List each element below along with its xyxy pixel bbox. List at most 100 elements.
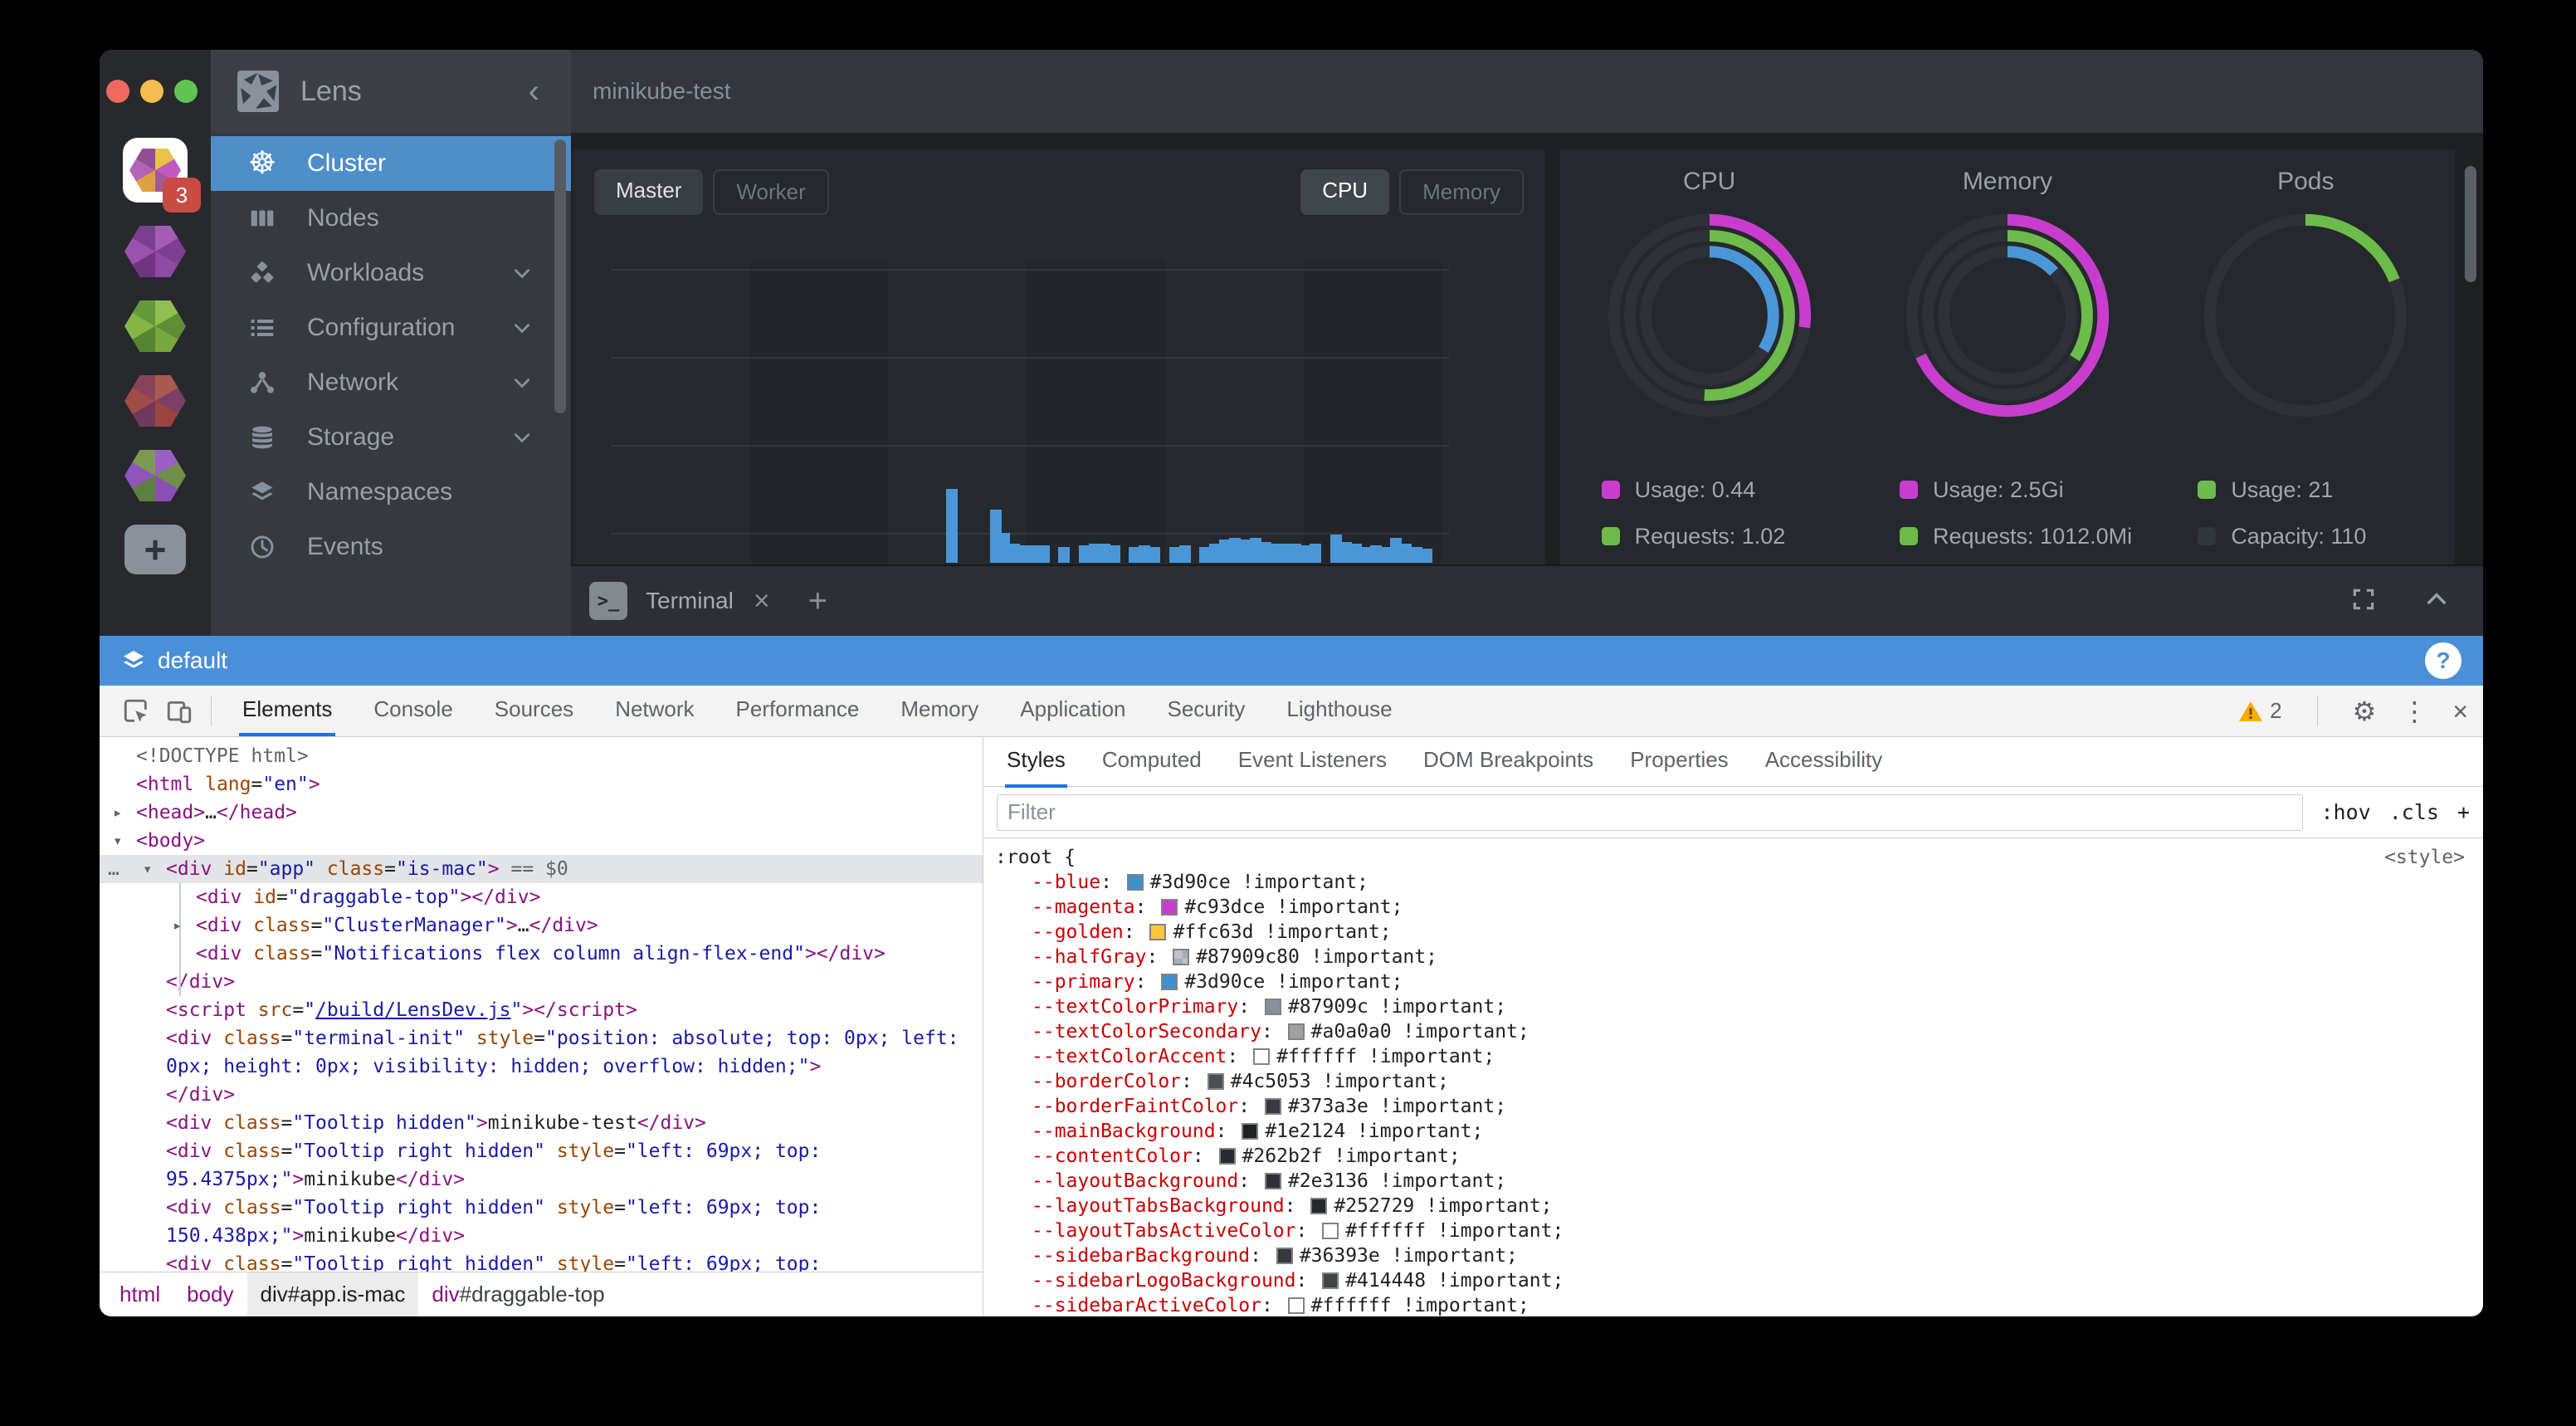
color-swatch[interactable] (1322, 1223, 1339, 1239)
color-swatch[interactable] (1287, 1023, 1305, 1040)
styles-tab-styles[interactable]: Styles (1005, 735, 1067, 788)
color-swatch[interactable] (1161, 899, 1178, 916)
css-declaration[interactable]: --layoutTabsActiveColor: #ffffff !import… (1032, 1220, 1564, 1242)
breadcrumb-item[interactable]: html (106, 1272, 173, 1316)
styles-tab-computed[interactable]: Computed (1101, 747, 1202, 772)
dom-tree-line[interactable]: ▸ <head>…</head> (100, 798, 983, 827)
more-options-icon[interactable]: ⋮ (2401, 696, 2428, 726)
expand-arrow-closed[interactable]: ▸ (113, 803, 123, 822)
cluster-avatar[interactable] (124, 450, 186, 501)
sidebar-item-configuration[interactable]: Configuration (211, 300, 571, 355)
sidebar-collapse-icon[interactable]: ‹ (528, 73, 539, 110)
dom-tree-line[interactable]: <div class="Tooltip right hidden" style=… (100, 1250, 983, 1272)
breadcrumb-item[interactable]: body (173, 1272, 246, 1316)
css-declaration[interactable]: --blue: #3d90ce !important; (1032, 872, 1368, 893)
styles-tab-properties[interactable]: Properties (1630, 747, 1729, 772)
css-declaration[interactable]: --layoutTabsBackground: #252729 !importa… (1032, 1195, 1553, 1217)
master-toggle-button[interactable]: Master (594, 169, 704, 215)
tab-lighthouse[interactable]: Lighthouse (1286, 696, 1393, 721)
worker-toggle-button[interactable]: Worker (713, 169, 829, 215)
dom-tree-line[interactable]: </div> (100, 1081, 983, 1109)
color-swatch[interactable] (1253, 1048, 1271, 1065)
terminal-tab[interactable]: Terminal (646, 588, 734, 613)
css-declaration[interactable]: --sidebarBackground: #36393e !important; (1032, 1245, 1518, 1267)
sidebar-item-cluster[interactable]: ☸ Cluster (211, 136, 571, 191)
styles-tab-dom-breakpoints[interactable]: DOM Breakpoints (1423, 747, 1594, 772)
dom-tree-line[interactable]: ▸ <div class="ClusterManager">…</div> (100, 911, 983, 940)
sidebar-item-workloads[interactable]: Workloads (211, 246, 571, 300)
color-swatch[interactable] (1276, 1248, 1293, 1264)
chevron-up-icon[interactable] (2423, 586, 2450, 617)
warnings-chip[interactable]: 2 (2238, 698, 2282, 724)
styles-tab-event-listeners[interactable]: Event Listeners (1237, 747, 1387, 772)
css-declaration[interactable]: --magenta: #c93dce !important; (1032, 896, 1403, 918)
dom-tree-line[interactable]: <!DOCTYPE html> (100, 742, 983, 770)
tab-network[interactable]: Network (615, 696, 695, 721)
styles-filter-input[interactable] (997, 794, 2303, 831)
css-declaration[interactable]: --halfGray: #87909c80 !important; (1032, 946, 1437, 968)
css-declaration[interactable]: --sidebarLogoBackground: #414448 !import… (1032, 1270, 1564, 1292)
color-swatch[interactable] (1126, 874, 1144, 891)
color-swatch[interactable] (1161, 974, 1178, 990)
css-declaration[interactable]: --textColorAccent: #ffffff !important; (1032, 1046, 1495, 1067)
css-declaration[interactable]: --contentColor: #262b2f !important; (1032, 1145, 1461, 1167)
dom-tree-line[interactable]: … ▾ <div id="app" class="is-mac"> == $0 (100, 855, 983, 883)
dom-tree-line[interactable]: <div class="Notifications flex column al… (100, 940, 983, 968)
dom-tree-line[interactable]: <script src="/build/LensDev.js"></script… (100, 996, 983, 1024)
sidebar-item-storage[interactable]: Storage (211, 410, 571, 465)
stylesheet-source[interactable]: <style> (2384, 847, 2465, 868)
help-button[interactable]: ? (2425, 642, 2461, 679)
device-toolbar-icon[interactable] (158, 690, 201, 733)
expand-arrow-closed[interactable]: ▸ (173, 916, 183, 935)
settings-gear-icon[interactable]: ⚙ (2352, 696, 2377, 726)
expand-arrow-open[interactable]: ▾ (143, 860, 153, 878)
css-declaration[interactable]: --golden: #ffc63d !important; (1032, 921, 1392, 943)
devtools-close-icon[interactable]: × (2452, 696, 2468, 726)
zoom-button[interactable] (174, 80, 198, 103)
css-declaration[interactable]: --borderFaintColor: #373a3e !important; (1032, 1096, 1507, 1117)
tab-memory[interactable]: Memory (900, 696, 979, 721)
tab-security[interactable]: Security (1167, 696, 1246, 721)
dom-tree-line[interactable]: </div> (100, 968, 983, 996)
css-selector[interactable]: :root { <style> (995, 845, 2470, 870)
tab-application[interactable]: Application (1020, 696, 1126, 721)
breadcrumb-item[interactable]: div #draggable-top (418, 1272, 617, 1316)
color-swatch[interactable] (1287, 1297, 1305, 1314)
dom-tree-line[interactable]: <div class="Tooltip hidden">minikube-tes… (100, 1109, 983, 1137)
color-swatch[interactable] (1207, 1073, 1224, 1090)
main-scrollbar[interactable] (2465, 166, 2476, 282)
color-swatch[interactable] (1322, 1272, 1339, 1289)
minimize-button[interactable] (140, 80, 163, 103)
add-cluster-button[interactable]: + (124, 525, 186, 574)
color-swatch[interactable] (1264, 1098, 1281, 1115)
toggle-class-button[interactable]: .cls (2388, 800, 2439, 824)
css-declaration[interactable]: --layoutBackground: #2e3136 !important; (1032, 1170, 1507, 1192)
terminal-close-icon[interactable]: × (753, 585, 770, 617)
cluster-avatar[interactable] (124, 375, 186, 427)
dom-tree-line[interactable]: <div id="draggable-top"></div> (100, 883, 983, 911)
fullscreen-icon[interactable] (2350, 586, 2377, 617)
color-swatch[interactable] (1242, 1123, 1259, 1140)
tab-sources[interactable]: Sources (494, 696, 574, 721)
sidebar-item-namespaces[interactable]: Namespaces (211, 465, 571, 520)
close-button[interactable] (106, 80, 129, 103)
cpu-toggle-button[interactable]: CPU (1300, 169, 1390, 215)
sidebar-item-nodes[interactable]: Nodes (211, 191, 571, 246)
color-swatch[interactable] (1264, 999, 1281, 1015)
dom-tree-line[interactable]: ▾ <body> (100, 827, 983, 855)
cluster-avatar[interactable] (124, 300, 186, 352)
color-swatch[interactable] (1173, 949, 1190, 965)
cluster-avatar[interactable] (124, 226, 186, 277)
css-declaration[interactable]: --mainBackground: #1e2124 !important; (1032, 1121, 1484, 1142)
dom-tree-line[interactable]: <div class="Tooltip right hidden" style=… (100, 1194, 983, 1250)
css-declaration[interactable]: --textColorSecondary: #a0a0a0 !important… (1032, 1021, 1530, 1043)
terminal-add-icon[interactable]: + (807, 583, 828, 619)
dom-tree-line[interactable]: <div class="Tooltip right hidden" style=… (100, 1137, 983, 1194)
css-declaration[interactable]: --borderColor: #4c5053 !important; (1032, 1071, 1449, 1092)
dom-tree-line[interactable]: <div class="terminal-init" style="positi… (100, 1024, 983, 1081)
inspect-element-icon[interactable] (115, 690, 158, 733)
css-declaration[interactable]: --sidebarActiveColor: #ffffff !important… (1032, 1295, 1530, 1316)
sidebar-item-events[interactable]: Events (211, 520, 571, 574)
toggle-hover-state-button[interactable]: :hov (2320, 800, 2371, 824)
css-declaration[interactable]: --textColorPrimary: #87909c !important; (1032, 996, 1507, 1018)
